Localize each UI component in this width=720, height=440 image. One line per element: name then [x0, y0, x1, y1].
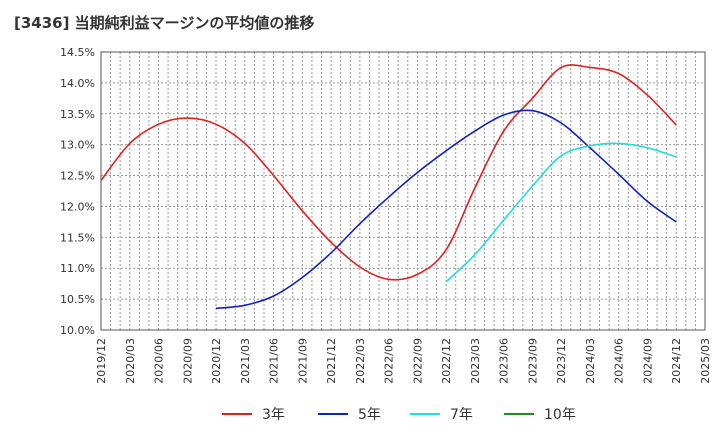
- x-tick-label: 2024/09: [641, 338, 654, 384]
- x-tick-label: 2024/06: [613, 338, 626, 384]
- x-tick-label: 2020/12: [210, 338, 223, 384]
- x-tick-label: 2021/03: [239, 338, 252, 384]
- x-tick-label: 2024/03: [584, 338, 597, 384]
- series-line-1: [100, 64, 677, 281]
- y-tick-label: 13.0%: [60, 139, 95, 152]
- plot-frame: [100, 51, 706, 331]
- y-tick-label: 11.0%: [60, 262, 95, 275]
- x-tick-label: 2020/03: [124, 338, 137, 384]
- x-tick-label: 2023/09: [526, 338, 539, 384]
- x-axis-tick-labels: 2019/12 2020/03 2020/06 2020/09 2020/12 2021/…: [95, 338, 712, 384]
- series-line-3: [445, 142, 677, 283]
- x-tick-label: 2022/06: [383, 338, 396, 384]
- legend-label-1: 3年: [262, 407, 285, 423]
- x-tick-label: 2023/12: [555, 338, 568, 384]
- y-tick-label: 12.0%: [60, 200, 95, 213]
- legend-label-2: 5年: [358, 407, 381, 423]
- series-line-2: [215, 109, 677, 310]
- x-tick-label: 2021/06: [268, 338, 281, 384]
- x-tick-label: 2022/03: [354, 338, 367, 384]
- legend-label-3: 7年: [450, 407, 473, 423]
- x-tick-label: 2024/12: [670, 338, 683, 384]
- x-tick-label: 2021/12: [325, 338, 338, 384]
- grid-lines: [100, 51, 706, 331]
- y-tick-label: 14.0%: [60, 77, 95, 90]
- legend-label-4: 10年: [544, 407, 576, 423]
- series-lines: [100, 64, 677, 310]
- x-tick-label: 2025/03: [699, 338, 712, 384]
- y-tick-label: 10.5%: [60, 293, 95, 306]
- x-tick-label: 2022/09: [411, 338, 424, 384]
- y-tick-label: 11.5%: [60, 231, 95, 244]
- x-tick-label: 2022/12: [440, 338, 453, 384]
- y-tick-label: 12.5%: [60, 170, 95, 183]
- y-tick-label: 10.0%: [60, 324, 95, 337]
- x-tick-label: 2021/09: [296, 338, 309, 384]
- x-tick-label: 2019/12: [95, 338, 108, 384]
- x-tick-label: 2023/06: [498, 338, 511, 384]
- x-tick-label: 2023/03: [469, 338, 482, 384]
- y-axis-tick-labels: 10.0% 10.5% 11.0% 11.5% 12.0% 12.5% 13.0% 13.5%…: [60, 46, 95, 337]
- x-tick-label: 2020/06: [153, 338, 166, 384]
- chart-title: [3436] 当期純利益マージンの平均値の推移: [14, 14, 315, 32]
- y-tick-label: 14.5%: [60, 46, 95, 59]
- legend: 3年 5年 7年 10年: [222, 407, 576, 423]
- y-tick-label: 13.5%: [60, 108, 95, 121]
- x-tick-label: 2020/09: [181, 338, 194, 384]
